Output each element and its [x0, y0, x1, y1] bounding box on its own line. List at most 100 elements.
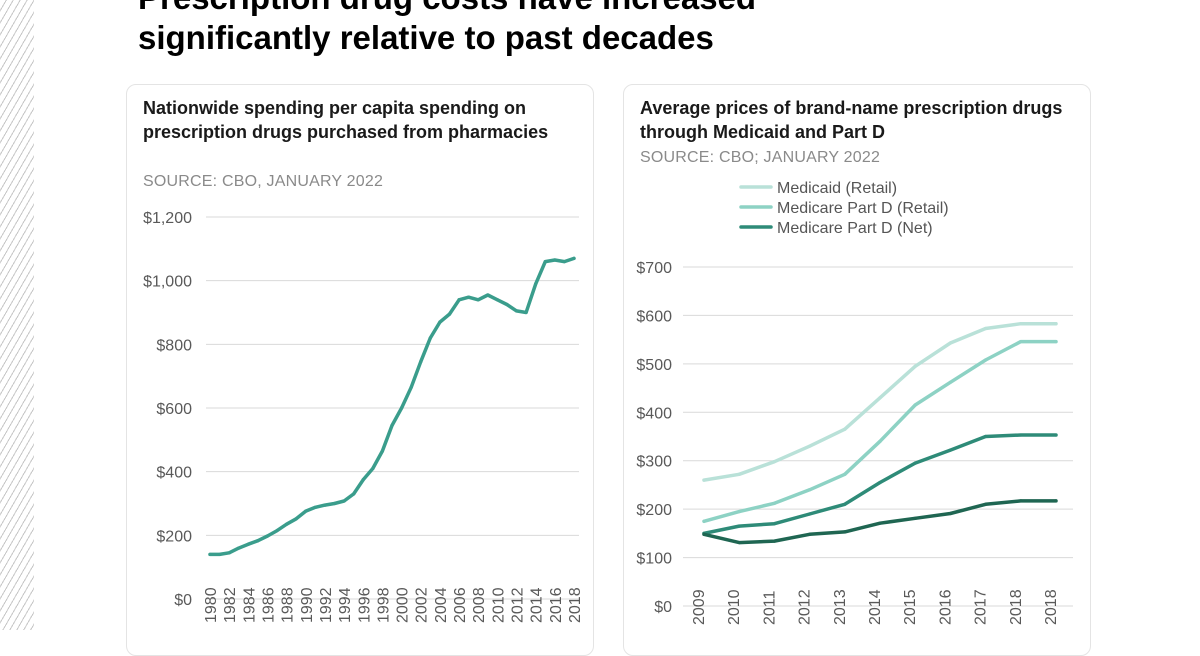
data-point	[409, 385, 413, 389]
data-point	[984, 326, 988, 331]
x-tick-label: 2010	[490, 587, 507, 623]
y-tick-label: $1,000	[143, 274, 192, 291]
x-tick-label: 2012	[510, 587, 527, 623]
data-point	[772, 460, 777, 464]
data-point	[361, 478, 365, 482]
data-point	[352, 492, 356, 496]
chart-title: Average prices of brand-name prescriptio…	[640, 98, 1063, 142]
data-point	[1019, 322, 1023, 326]
data-point	[380, 449, 385, 453]
data-point	[246, 542, 250, 546]
data-point	[534, 282, 538, 286]
x-tick-label: 2004	[433, 587, 450, 623]
data-point	[265, 534, 270, 538]
data-point	[332, 501, 337, 506]
data-point	[419, 360, 423, 364]
x-tick-label: 1986	[260, 587, 277, 623]
x-tick-label: 2018	[567, 587, 584, 623]
y-tick-label: $500	[636, 357, 672, 374]
x-tick-label: 1980	[203, 587, 220, 623]
data-point	[843, 530, 847, 534]
x-tick-label: 2015	[902, 589, 919, 625]
x-tick-label: 2010	[726, 589, 743, 625]
x-tick-label: 2006	[452, 587, 469, 623]
data-point	[1054, 499, 1058, 503]
data-point	[948, 380, 953, 384]
data-point	[737, 540, 741, 545]
data-point	[772, 539, 777, 543]
data-point	[702, 532, 706, 536]
data-point	[342, 499, 346, 503]
hatched-side-decoration	[0, 0, 34, 630]
series-line-2	[702, 339, 1058, 524]
data-point	[1054, 433, 1058, 437]
data-point	[878, 396, 882, 400]
data-point	[227, 551, 231, 555]
data-point	[948, 511, 953, 516]
data-point	[984, 434, 988, 439]
data-point	[275, 528, 279, 533]
x-tick-label: 2014	[867, 589, 884, 625]
data-point	[313, 505, 317, 509]
data-point	[913, 461, 917, 465]
brand-prices-line-chart: $0 $100 $200 $300 $400 $500 $600 $700 2009 2010 20…	[636, 180, 1073, 625]
data-point	[1019, 499, 1023, 503]
data-point	[457, 298, 461, 302]
data-point	[948, 448, 953, 452]
data-point	[323, 503, 327, 507]
x-tick-label: 1998	[375, 587, 392, 623]
y-tick-label: $600	[636, 308, 672, 325]
y-tick-label: $600	[156, 401, 192, 418]
data-point	[514, 309, 519, 313]
data-point	[984, 502, 988, 506]
data-point	[553, 258, 557, 262]
data-point	[772, 501, 777, 505]
x-tick-label: 2008	[471, 587, 488, 623]
x-tick-label: 2016	[937, 589, 954, 625]
x-tick-label: 2018	[1043, 589, 1060, 625]
data-point	[878, 521, 882, 525]
data-point	[217, 552, 222, 557]
y-tick-label: $400	[636, 405, 672, 422]
x-tick-label: 2018	[1008, 589, 1025, 625]
data-point	[913, 516, 917, 520]
data-point	[808, 444, 812, 448]
data-point	[737, 509, 741, 514]
data-point	[447, 312, 452, 316]
data-point	[399, 406, 404, 410]
x-tick-label: 2009	[691, 589, 708, 625]
y-tick-label: $100	[636, 551, 672, 568]
data-point	[438, 320, 442, 324]
data-point	[843, 472, 847, 476]
data-point	[1019, 339, 1023, 344]
x-tick-label: 2013	[832, 589, 849, 625]
data-point	[208, 552, 212, 557]
data-point	[702, 478, 706, 482]
legend-label: Medicare Part D (Net)	[777, 220, 933, 237]
y-tick-label: $300	[636, 454, 672, 471]
chart-card-brand-name-prices: Average prices of brand-name prescriptio…	[623, 84, 1091, 656]
data-point	[562, 259, 567, 264]
legend-label: Medicaid (Retail)	[777, 180, 897, 197]
data-point	[256, 539, 260, 543]
series-line-1	[702, 321, 1058, 482]
y-tick-label: $1,200	[143, 210, 192, 227]
x-tick-label: 1984	[241, 587, 258, 623]
data-point	[237, 546, 241, 550]
x-tick-label: 1992	[318, 587, 335, 623]
data-point	[285, 522, 289, 526]
data-point	[737, 524, 741, 528]
x-tick-label: 2002	[414, 587, 431, 623]
data-point	[1019, 433, 1023, 437]
data-point	[294, 517, 298, 521]
data-point	[948, 341, 953, 345]
data-point	[428, 336, 432, 340]
data-point	[878, 439, 882, 443]
data-point	[304, 509, 308, 513]
data-point	[878, 480, 882, 485]
x-tick-label: 1988	[280, 587, 297, 623]
y-tick-label: $700	[636, 260, 672, 277]
data-point	[1054, 322, 1058, 326]
legend-label: Medicare Part D (Retail)	[777, 200, 949, 217]
